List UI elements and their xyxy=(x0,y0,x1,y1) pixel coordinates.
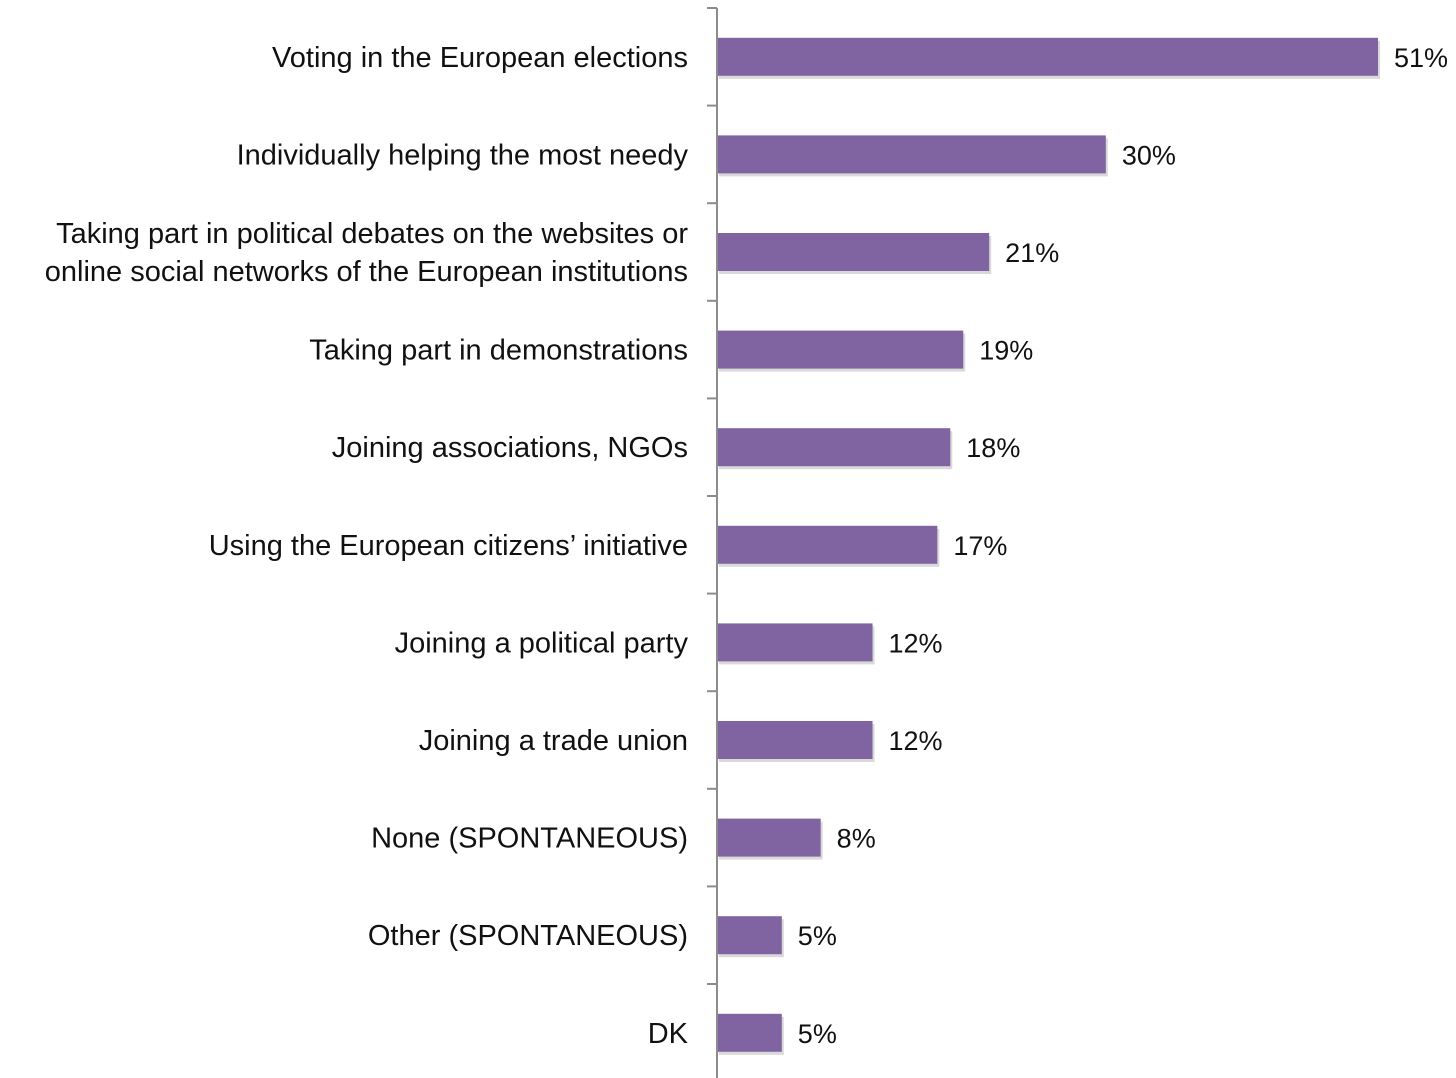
value-label-6: 12% xyxy=(889,628,943,658)
value-label-10: 5% xyxy=(798,1019,837,1049)
category-label-3: Taking part in demonstrations xyxy=(309,335,688,367)
category-label-0: Voting in the European elections xyxy=(272,42,688,74)
category-label-line: DK xyxy=(648,1018,689,1050)
bar-7 xyxy=(717,721,873,759)
category-label-line: online social networks of the European i… xyxy=(45,256,688,288)
category-label-2: Taking part in political debates on the … xyxy=(45,218,689,288)
category-label-line: Joining a political party xyxy=(395,627,689,659)
bar-9 xyxy=(717,916,782,955)
value-label-9: 5% xyxy=(798,921,837,951)
category-label-7: Joining a trade union xyxy=(419,725,688,757)
value-label-8: 8% xyxy=(837,824,876,854)
bar-0 xyxy=(717,37,1378,76)
bar-4 xyxy=(717,428,951,467)
category-label-line: Taking part in political debates on the … xyxy=(56,218,688,250)
labels-layer: 51% Voting in the European elections 30% In… xyxy=(45,42,1448,1050)
bar-8 xyxy=(717,818,821,857)
bars-layer xyxy=(717,37,1380,1055)
value-label-4: 18% xyxy=(966,433,1020,463)
bar-6 xyxy=(717,623,873,662)
bar-2 xyxy=(717,233,990,271)
category-label-line: Taking part in demonstrations xyxy=(309,335,688,367)
category-label-line: Other (SPONTANEOUS) xyxy=(368,920,688,952)
bar-5 xyxy=(717,525,938,564)
category-label-9: Other (SPONTANEOUS) xyxy=(368,920,688,952)
category-label-line: Joining a trade union xyxy=(419,725,688,757)
category-label-line: Joining associations, NGOs xyxy=(332,432,688,464)
value-label-2: 21% xyxy=(1005,238,1059,268)
bar-10 xyxy=(717,1013,782,1052)
category-axis xyxy=(707,7,718,1078)
category-label-1: Individually helping the most needy xyxy=(237,139,689,171)
value-label-5: 17% xyxy=(953,531,1007,561)
value-label-0: 51% xyxy=(1394,43,1448,73)
category-label-5: Using the European citizens’ initiative xyxy=(209,530,688,562)
category-label-line: Using the European citizens’ initiative xyxy=(209,530,688,562)
value-label-7: 12% xyxy=(889,726,943,756)
category-label-line: None (SPONTANEOUS) xyxy=(371,823,688,855)
category-label-4: Joining associations, NGOs xyxy=(332,432,688,464)
category-label-10: DK xyxy=(648,1018,689,1050)
bar-1 xyxy=(717,135,1106,174)
category-label-6: Joining a political party xyxy=(395,627,689,659)
value-label-1: 30% xyxy=(1122,140,1176,170)
value-label-3: 19% xyxy=(979,336,1033,366)
category-label-8: None (SPONTANEOUS) xyxy=(371,823,688,855)
bar-3 xyxy=(717,330,964,369)
category-label-line: Individually helping the most needy xyxy=(237,139,689,171)
category-label-line: Voting in the European elections xyxy=(272,42,688,74)
